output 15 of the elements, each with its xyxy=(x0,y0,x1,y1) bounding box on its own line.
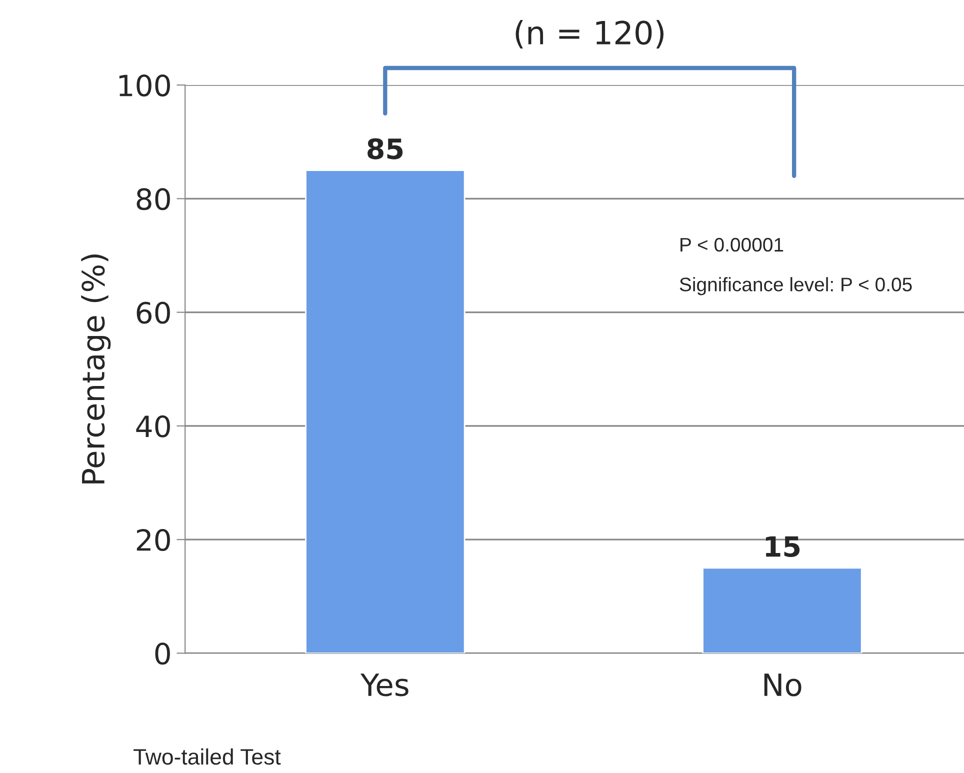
text: (n = 120) xyxy=(516,20,664,49)
y-tick-label: 100 xyxy=(119,74,170,97)
text: Two-tailed Test xyxy=(134,748,281,765)
x-tick-label: No xyxy=(764,674,802,696)
annotation: P < 0.00001 xyxy=(680,238,784,252)
x-tick-label: Yes xyxy=(360,674,408,696)
y-tick-label: 40 xyxy=(136,415,170,438)
y-tick-label: 60 xyxy=(136,302,170,324)
data-label: 15 xyxy=(766,536,800,558)
y-axis-title: Percentage (%) xyxy=(81,254,111,484)
y-tick-label: 0 xyxy=(155,642,170,665)
data-label: 85 xyxy=(368,138,403,160)
annotation: Significance level: P < 0.05 xyxy=(680,277,912,296)
y-tick-label: 80 xyxy=(136,188,170,210)
y-tick-label: 20 xyxy=(136,528,170,552)
